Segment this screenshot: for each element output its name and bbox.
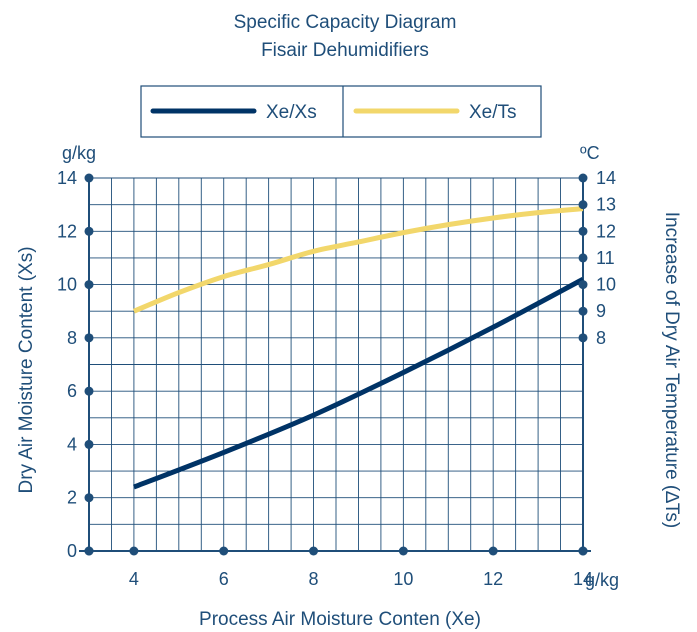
x-tick-dot [129,546,139,556]
legend-label-xe-xs: Xe/Xs [266,102,317,123]
y-left-tick-dot [84,226,94,236]
y-left-tick-dot [84,386,94,396]
x-tick-dot [488,546,498,556]
x-origin-dot [84,546,94,556]
y-right-tick-dot [578,306,588,316]
legend-label-xe-ts: Xe/Ts [469,102,517,123]
x-tick-dot [309,546,319,556]
y-right-tick-label: 13 [596,195,616,215]
y-left-tick-dot [84,439,94,449]
x-tick-label: 12 [483,569,503,589]
x-tick-dot [578,546,588,556]
y-left-tick-label: 6 [67,381,77,401]
x-tick-label: 4 [129,569,139,589]
x-tick-label: 6 [219,569,229,589]
y-left-tick-dot [84,493,94,503]
y-left-tick-label: 2 [67,488,77,508]
y-right-tick-dot [578,333,588,343]
y-right-tick-dot [578,226,588,236]
y-right-tick-label: 11 [596,248,615,268]
series-layer [132,206,585,490]
axis-dots [84,173,588,556]
x-axis-label: Process Air Moisture Conten (Xe) [199,609,481,630]
y-left-tick-label: 10 [57,275,77,295]
y-unit-right: ºC [580,143,600,163]
y-right-tick-label: 12 [596,221,616,241]
x-tick-label: 14 [573,569,593,589]
series-line-xe-ts [132,206,584,314]
y-left-tick-label: 14 [57,168,77,188]
legend: Xe/Xs Xe/Ts [140,85,542,138]
y-left-tick-dot [84,333,94,343]
y-left-tick-label: 8 [67,328,77,348]
y-right-tick-dot [578,253,588,263]
y-left-tick-label: 0 [67,541,77,561]
chart-subtitle: Fisair Dehumidifiers [261,40,429,61]
x-tick-dot [219,546,229,556]
y-axis-label-left: Dry Air Moisture Content (Xs) [16,246,37,493]
y-left-tick-label: 4 [67,434,77,454]
series-line-xe-xs [133,277,585,490]
y-axis-label-right: Increase of Dry Air Temperature (∆Ts) [661,212,682,528]
grid [79,176,591,552]
y-left-tick-dot [84,280,94,290]
y-right-tick-dot [578,200,588,210]
tick-labels: 0 2 4 6 8 10 12 14 8 9 10 11 12 13 14 4 6 8 10 12 14 [57,168,616,589]
x-tick-label: 10 [393,569,413,589]
x-tick-dot [398,546,408,556]
y-right-tick-dot [578,173,588,183]
y-unit-left: g/kg [62,143,96,163]
legend-box [140,85,542,138]
y-right-tick-label: 8 [596,328,606,348]
x-tick-label: 8 [309,569,319,589]
x-unit: g/kg [585,570,619,590]
y-right-tick-label: 9 [596,301,606,321]
y-left-tick-label: 12 [57,221,77,241]
y-left-tick-dot [84,173,94,183]
y-right-tick-label: 10 [596,275,616,295]
y-right-tick-dot [578,280,588,290]
chart-title: Specific Capacity Diagram [234,12,457,33]
y-right-tick-label: 14 [596,168,616,188]
